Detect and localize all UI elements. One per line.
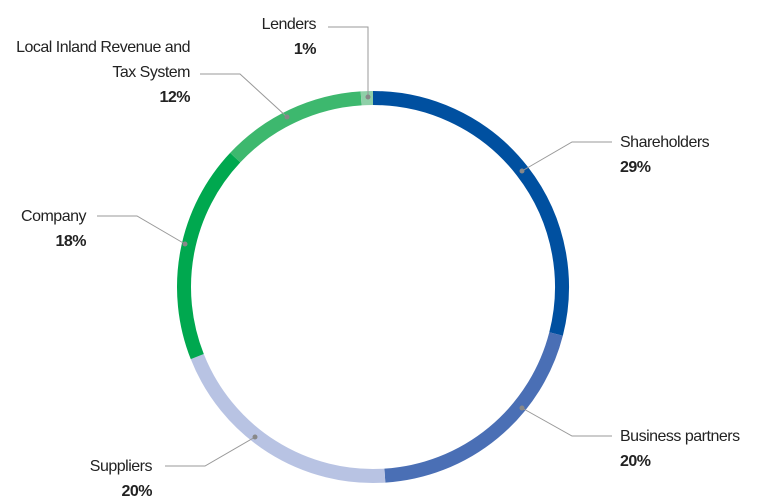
donut-segment [190,353,386,483]
leader-line [165,436,256,467]
leader-line [521,141,612,172]
segment-label: Suppliers 20% [32,454,153,497]
donut-segment [230,91,362,163]
donut-segment [177,152,241,360]
category-label: Suppliers [89,458,153,475]
leader-dot [365,94,371,100]
leader-dot [182,241,188,247]
donut-segment [372,91,569,336]
leader-line [200,73,288,118]
leader-line [328,26,369,97]
value-label: 20% [121,483,152,497]
category-label: Shareholders [620,134,710,151]
category-label: Business partners [620,428,740,445]
segment-label: Local Inland Revenue and Tax System 12% [15,35,190,110]
value-label: 1% [293,41,317,58]
category-label: Company [21,208,86,225]
leader-dot [252,434,258,440]
category-label: Local Inland Revenue and Tax System [16,39,190,81]
leader-line [97,215,186,245]
value-label: 29% [620,159,651,176]
leader-line [521,407,612,437]
segment-label: Business partners 20% [620,424,758,474]
segment-label: Shareholders 29% [620,130,750,180]
leader-dot [284,114,290,120]
value-label: 12% [159,89,190,106]
value-label: 18% [55,233,86,250]
donut-segment [384,332,563,483]
segment-label: Company 18% [0,204,86,254]
category-label: Lenders [261,16,317,33]
segment-label: Lenders 1% [216,12,317,62]
value-label: 20% [620,453,651,470]
leader-dot [519,405,525,411]
leader-dot [519,168,525,174]
